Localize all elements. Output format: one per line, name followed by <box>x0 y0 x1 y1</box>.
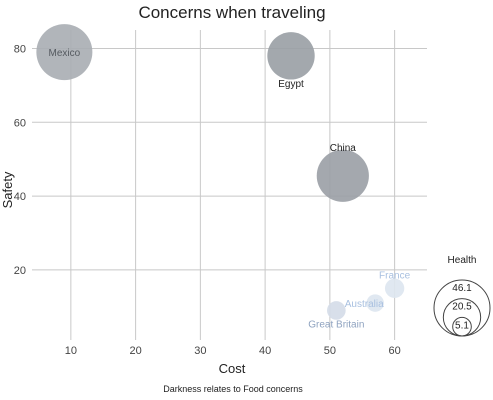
bubble-labels: Mexico Egypt China France Australia Great Bri… <box>49 48 411 330</box>
bubble-label: Mexico <box>49 48 81 59</box>
x-tick-label: 50 <box>324 345 336 357</box>
x-axis-label: Cost <box>219 361 246 376</box>
x-tick-label: 60 <box>388 345 400 357</box>
chart-title: Concerns when traveling <box>138 3 325 22</box>
legend-circle <box>452 316 472 337</box>
axis-ticks: 10 20 30 40 50 60 20 40 60 80 <box>14 43 401 357</box>
legend-value: 20.5 <box>452 302 472 313</box>
x-tick-label: 20 <box>129 345 141 357</box>
bubble <box>316 149 369 202</box>
y-axis-label: Safety <box>0 171 15 208</box>
size-legend: Health 46.1 20.5 5.1 <box>433 255 491 337</box>
bubble-label: France <box>379 270 411 281</box>
y-tick-label: 60 <box>14 117 26 129</box>
bubble <box>267 32 315 80</box>
bubble-label: China <box>330 143 357 154</box>
x-tick-label: 40 <box>259 345 271 357</box>
chart-caption: Darkness relates to Food concerns <box>163 384 303 394</box>
bubble <box>36 24 93 81</box>
y-tick-label: 80 <box>14 43 26 55</box>
y-tick-label: 40 <box>14 191 26 203</box>
bubbles <box>36 24 405 320</box>
x-tick-label: 10 <box>65 345 77 357</box>
bubble-label: Australia <box>345 299 384 310</box>
bubble <box>327 301 346 320</box>
grid <box>32 30 427 340</box>
legend-value: 46.1 <box>452 283 472 294</box>
bubble <box>366 294 384 312</box>
legend-value: 5.1 <box>455 320 469 331</box>
x-tick-label: 30 <box>194 345 206 357</box>
bubble-label: Great Britain <box>308 319 364 330</box>
bubble <box>384 278 405 299</box>
y-tick-label: 20 <box>14 265 26 277</box>
bubble-label: Egypt <box>278 79 304 90</box>
legend-title: Health <box>448 255 477 266</box>
